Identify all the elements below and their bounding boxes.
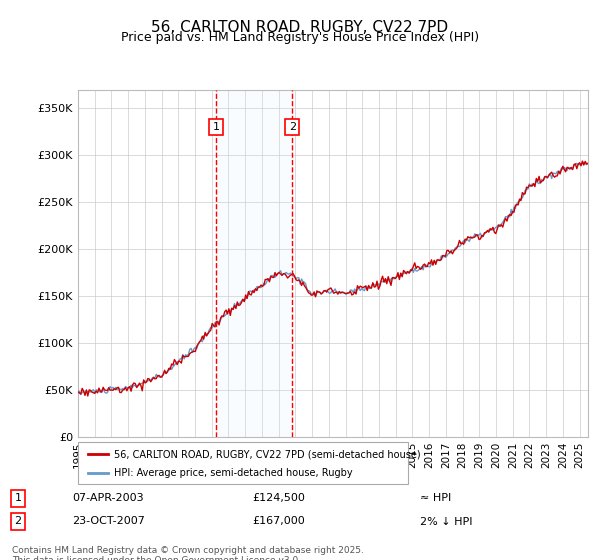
Text: 1: 1	[14, 493, 22, 503]
Text: ≈ HPI: ≈ HPI	[420, 493, 451, 503]
Text: £167,000: £167,000	[252, 516, 305, 526]
Text: 2% ↓ HPI: 2% ↓ HPI	[420, 516, 473, 526]
Text: 07-APR-2003: 07-APR-2003	[72, 493, 143, 503]
FancyBboxPatch shape	[78, 442, 408, 484]
Text: 1: 1	[213, 122, 220, 132]
Bar	[216, 90, 292, 437]
Text: Price paid vs. HM Land Registry's House Price Index (HPI): Price paid vs. HM Land Registry's House …	[121, 31, 479, 44]
Text: Contains HM Land Registry data © Crown copyright and database right 2025.
This d: Contains HM Land Registry data © Crown c…	[12, 546, 364, 560]
Text: 56, CARLTON ROAD, RUGBY, CV22 7PD: 56, CARLTON ROAD, RUGBY, CV22 7PD	[151, 20, 449, 35]
Text: 2: 2	[14, 516, 22, 526]
Text: HPI: Average price, semi-detached house, Rugby: HPI: Average price, semi-detached house,…	[115, 468, 353, 478]
Text: 23-OCT-2007: 23-OCT-2007	[72, 516, 145, 526]
Text: 2: 2	[289, 122, 296, 132]
Text: £124,500: £124,500	[252, 493, 305, 503]
Text: 56, CARLTON ROAD, RUGBY, CV22 7PD (semi-detached house): 56, CARLTON ROAD, RUGBY, CV22 7PD (semi-…	[115, 449, 421, 459]
